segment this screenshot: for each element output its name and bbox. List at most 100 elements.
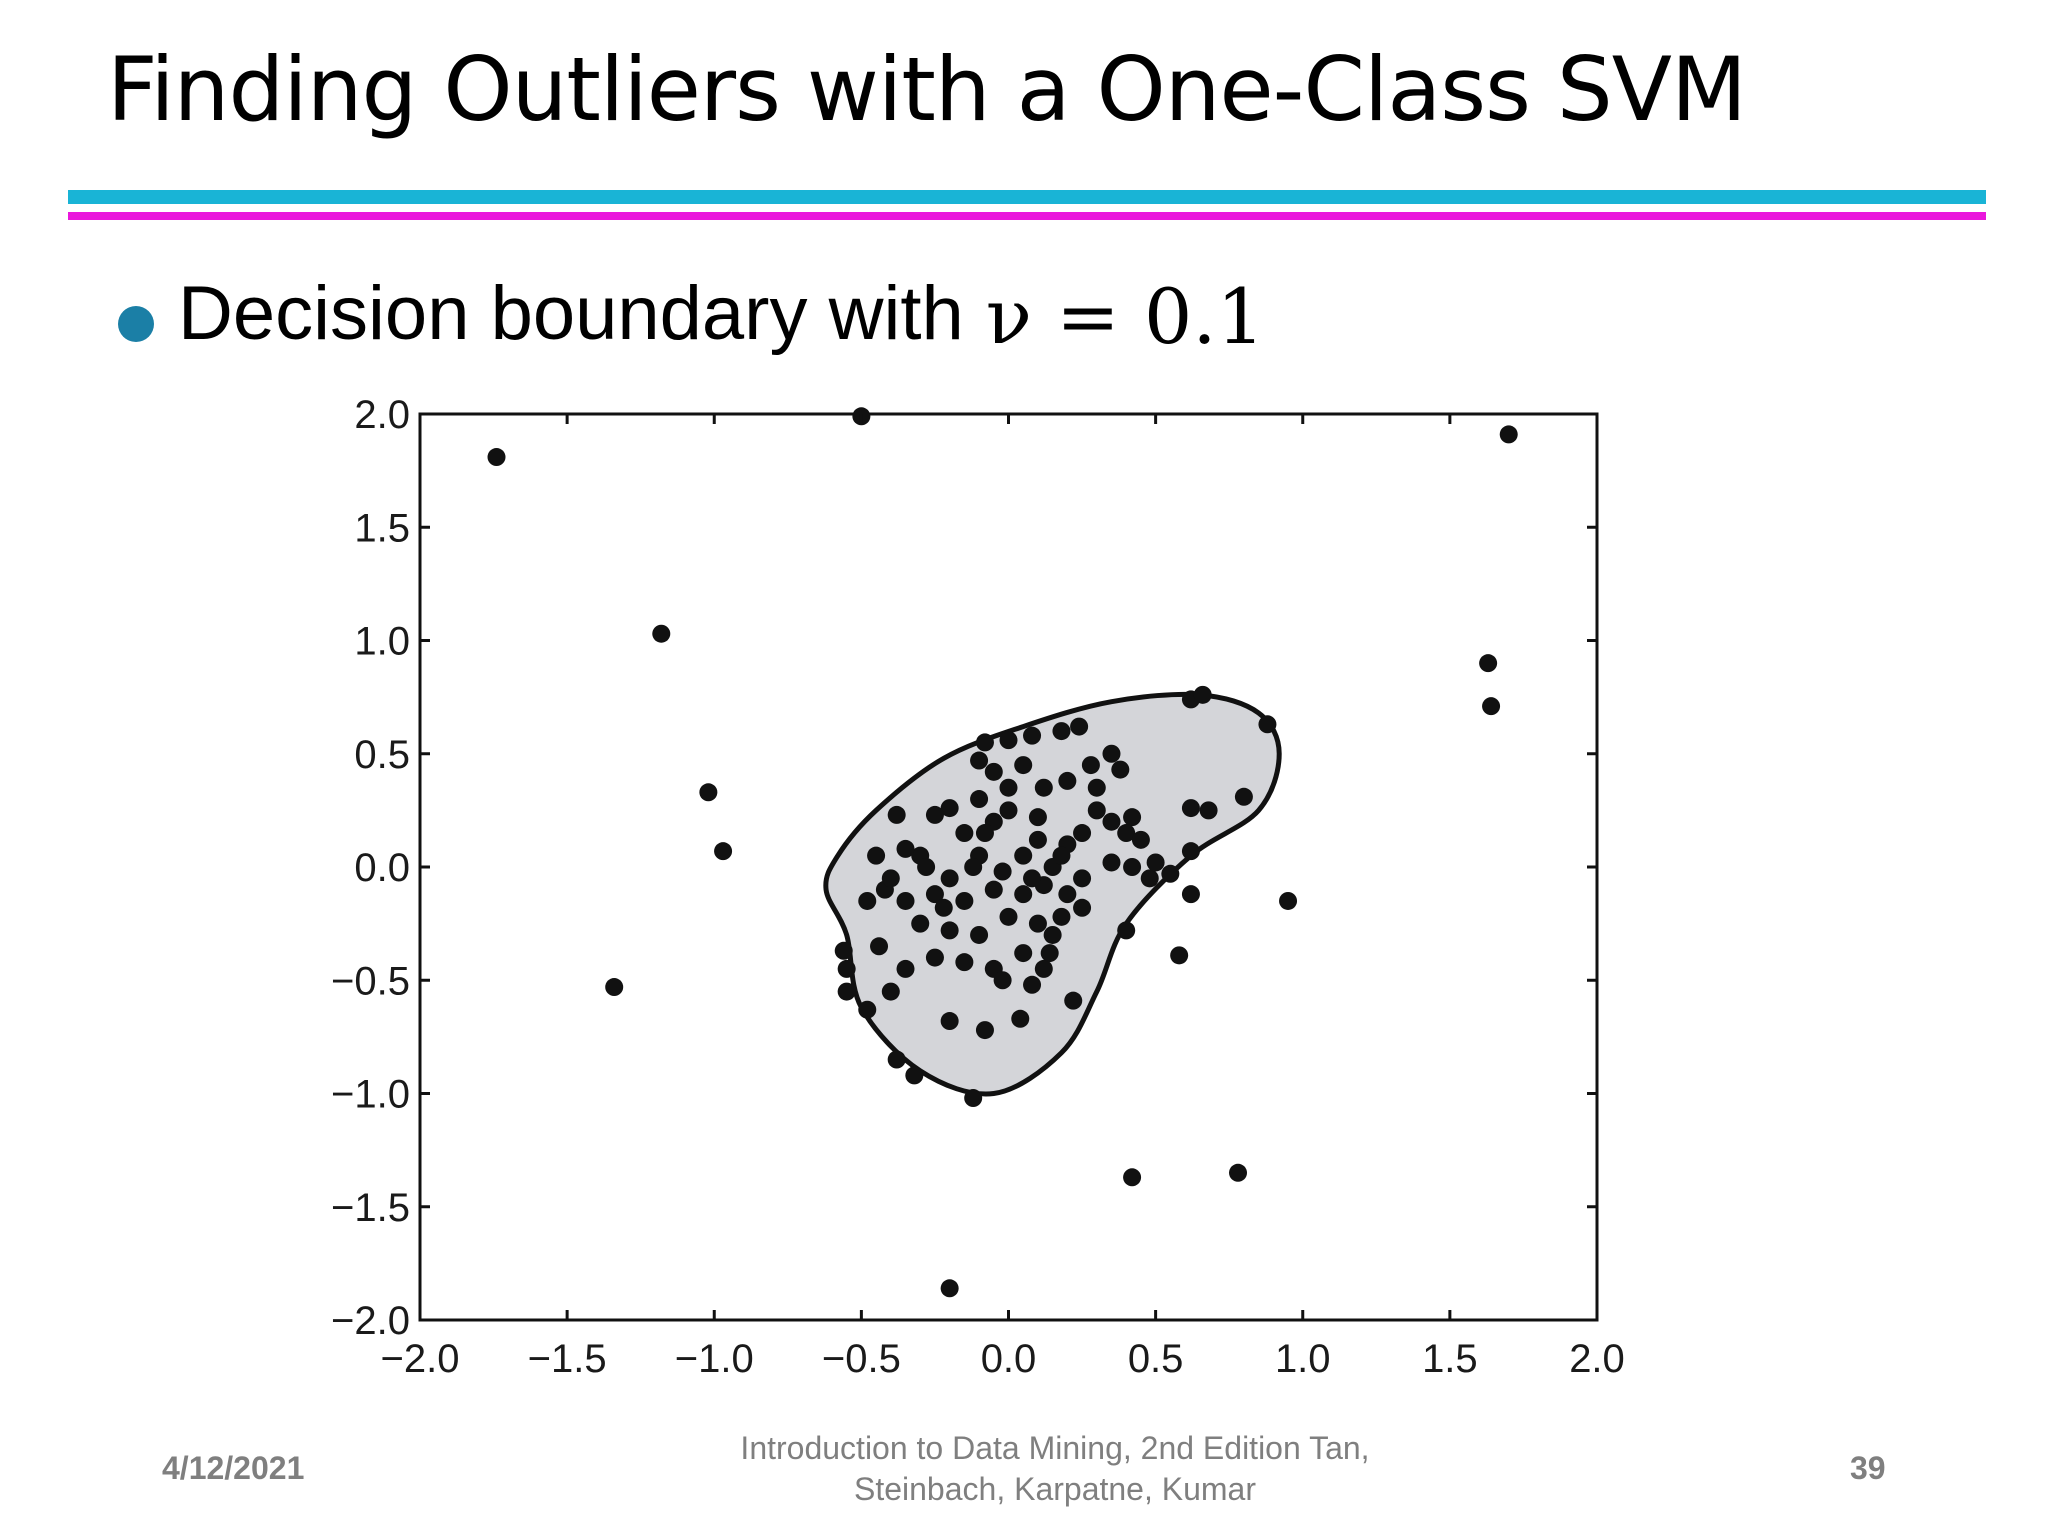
data-point <box>1123 1168 1142 1187</box>
data-point <box>1117 921 1136 940</box>
data-point <box>1023 726 1042 745</box>
data-point <box>1011 1009 1030 1028</box>
data-point <box>955 891 974 910</box>
data-point <box>1102 853 1121 872</box>
data-point <box>940 799 959 818</box>
data-point <box>964 858 983 876</box>
title-underline-magenta <box>68 212 1986 220</box>
scatter-chart: −2.0 −1.5 −1.0 −0.5 0.0 0.5 1.0 1.5 2.0 2.0 1.5 1.0… <box>331 393 1625 1381</box>
data-point <box>1123 858 1142 876</box>
data-point <box>834 941 853 960</box>
y-tick-label: −1.0 <box>331 1073 410 1117</box>
data-point <box>837 982 856 1001</box>
bullet-math: ν = 0.1 <box>985 272 1265 361</box>
data-point <box>1023 869 1042 888</box>
data-point <box>925 885 944 904</box>
data-point <box>887 805 906 824</box>
data-point <box>970 925 989 944</box>
footer-date: 4/12/2021 <box>162 1450 305 1486</box>
data-point <box>934 898 953 917</box>
x-tick-label: 1.0 <box>1275 1337 1331 1381</box>
x-tick-label: 0.0 <box>981 1337 1037 1381</box>
data-point <box>1234 787 1253 806</box>
y-tick-label: −0.5 <box>331 959 410 1003</box>
data-point <box>940 921 959 940</box>
data-point <box>999 907 1018 926</box>
data-point <box>925 805 944 824</box>
data-point <box>1081 756 1100 775</box>
data-point <box>1014 944 1033 963</box>
x-tick-label: −2.0 <box>381 1337 460 1381</box>
data-point <box>1034 778 1053 797</box>
data-point <box>881 982 900 1001</box>
data-point <box>1043 925 1062 944</box>
data-point <box>940 869 959 888</box>
bullet-text: Decision boundary with <box>178 271 964 356</box>
x-tick-label: −1.0 <box>675 1337 754 1381</box>
data-point <box>881 869 900 888</box>
data-point <box>1058 771 1077 790</box>
x-tick-label: 0.5 <box>1128 1337 1184 1381</box>
data-point <box>1087 801 1106 820</box>
data-point <box>699 783 718 802</box>
data-point <box>858 1000 877 1019</box>
data-point <box>714 842 733 861</box>
plot-layer: −2.0 −1.5 −1.0 −0.5 0.0 0.5 1.0 1.5 2.0 2.0 1.5 1.0… <box>331 393 1625 1381</box>
data-point <box>905 1066 924 1085</box>
data-point <box>1052 846 1071 865</box>
x-tick-label: 2.0 <box>1569 1337 1625 1381</box>
y-tick-label: −1.5 <box>331 1186 410 1230</box>
data-point <box>1052 722 1071 741</box>
footer-source: Introduction to Data Mining, 2nd Edition… <box>740 1430 1370 1507</box>
data-point <box>993 862 1012 881</box>
data-point <box>1229 1163 1248 1182</box>
data-point <box>1279 891 1298 910</box>
data-point <box>1131 830 1150 849</box>
data-point <box>1064 991 1083 1010</box>
data-point <box>1102 812 1121 831</box>
data-point <box>984 762 1003 781</box>
data-point <box>896 891 915 910</box>
data-point <box>605 978 624 997</box>
data-point <box>964 1089 983 1108</box>
data-point <box>1258 715 1277 734</box>
data-point <box>1028 914 1047 933</box>
data-point <box>1181 885 1200 904</box>
data-point <box>652 624 671 643</box>
data-point <box>1199 801 1218 820</box>
data-point <box>1181 842 1200 861</box>
data-point <box>955 953 974 972</box>
y-tick-label: 0.0 <box>354 846 410 890</box>
data-point <box>896 959 915 978</box>
data-point <box>955 824 974 843</box>
data-point <box>1028 808 1047 827</box>
y-tick-label: 2.0 <box>354 393 410 437</box>
data-point <box>1014 756 1033 775</box>
data-point <box>1023 975 1042 994</box>
slide-title: Finding Outliers with a One-Class SVM <box>107 38 1747 141</box>
data-point <box>911 914 930 933</box>
data-point <box>870 937 889 956</box>
y-tick-label: 1.5 <box>354 506 410 550</box>
data-point <box>1111 760 1130 779</box>
data-point <box>487 448 506 467</box>
data-point <box>1070 717 1089 736</box>
data-point <box>1073 869 1092 888</box>
data-point <box>984 880 1003 899</box>
x-tick-label: −0.5 <box>822 1337 901 1381</box>
data-point <box>975 824 994 843</box>
data-point <box>925 948 944 967</box>
data-point <box>970 790 989 809</box>
data-point <box>999 778 1018 797</box>
data-point <box>1102 744 1121 763</box>
data-point <box>1073 898 1092 917</box>
data-point <box>1123 808 1142 827</box>
data-point <box>1140 869 1159 888</box>
data-point <box>1170 946 1189 965</box>
x-tick-label: 1.5 <box>1422 1337 1478 1381</box>
data-point <box>1028 830 1047 849</box>
data-point <box>1193 685 1212 704</box>
data-point <box>867 846 886 865</box>
x-tick-label: −1.5 <box>528 1337 607 1381</box>
data-point <box>1479 654 1498 673</box>
